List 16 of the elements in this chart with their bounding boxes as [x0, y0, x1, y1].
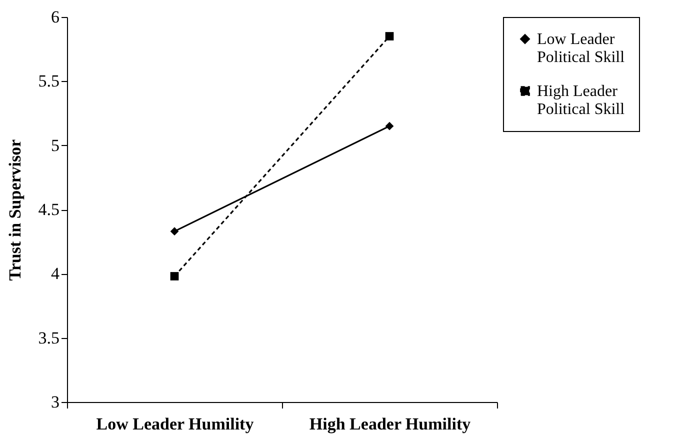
legend-label: High Leader Political Skill	[537, 83, 626, 118]
y-tick-label: 5	[51, 136, 60, 155]
point	[385, 32, 394, 40]
y-tick-label: 4	[51, 264, 60, 284]
point	[170, 272, 179, 280]
y-tick-label: 3	[51, 392, 60, 412]
y-tick-label: 5.5	[38, 72, 60, 91]
legend-label: Low Leader Political Skill	[537, 31, 626, 66]
y-tick-label: 3.5	[38, 328, 60, 348]
y-axis-title: Trust in Supervisor	[5, 138, 24, 281]
y-tick-label: 4.5	[38, 200, 60, 219]
x-tick-label: High Leader Humility	[309, 414, 472, 434]
point	[170, 227, 179, 236]
point	[385, 122, 394, 130]
x-tick-label: Low Leader Humility	[96, 414, 254, 434]
y-tick-label: 6	[51, 8, 60, 26]
